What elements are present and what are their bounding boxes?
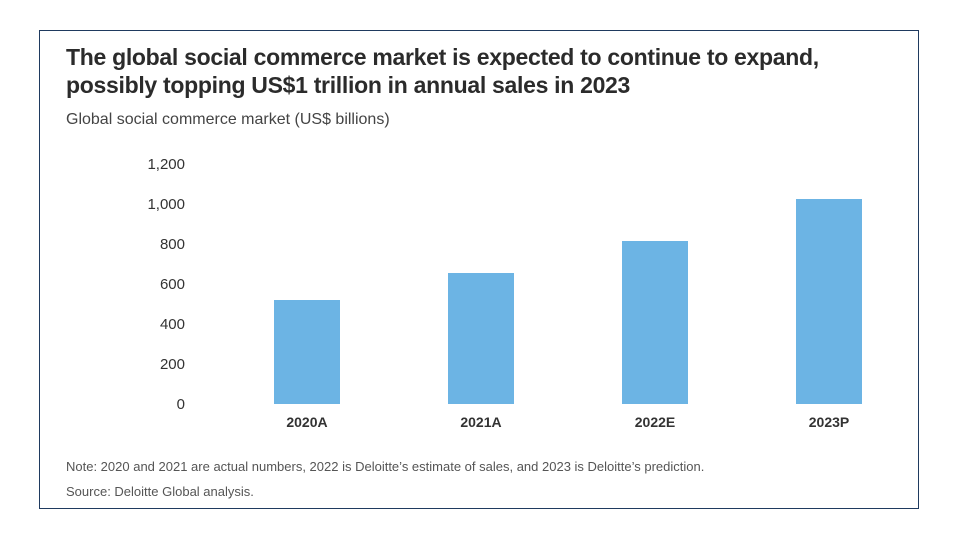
chart-title: The global social commerce market is exp… xyxy=(66,44,819,98)
bar-2021a xyxy=(448,273,514,404)
x-tick-label: 2022E xyxy=(635,414,675,430)
x-tick-label: 2020A xyxy=(286,414,327,430)
chart-note: Note: 2020 and 2021 are actual numbers, … xyxy=(66,459,705,474)
bar-2020a xyxy=(274,300,340,404)
chart-source: Source: Deloitte Global analysis. xyxy=(66,484,254,499)
chart-frame: The global social commerce market is exp… xyxy=(39,30,919,509)
y-axis: 0 200 400 600 800 1,000 1,200 xyxy=(147,156,185,413)
y-tick-label: 400 xyxy=(160,316,185,333)
bars xyxy=(274,199,862,404)
bar-2023p xyxy=(796,199,862,404)
y-tick-label: 600 xyxy=(160,276,185,293)
chart-subtitle: Global social commerce market (US$ billi… xyxy=(66,111,390,128)
y-tick-label: 1,200 xyxy=(147,156,185,173)
y-tick-label: 0 xyxy=(177,396,185,413)
x-axis: 2020A 2021A 2022E 2023P xyxy=(286,414,849,430)
y-tick-label: 800 xyxy=(160,236,185,253)
y-tick-label: 200 xyxy=(160,356,185,373)
bar-2022e xyxy=(622,241,688,404)
x-tick-label: 2023P xyxy=(809,414,849,430)
x-tick-label: 2021A xyxy=(460,414,501,430)
y-tick-label: 1,000 xyxy=(147,196,185,213)
